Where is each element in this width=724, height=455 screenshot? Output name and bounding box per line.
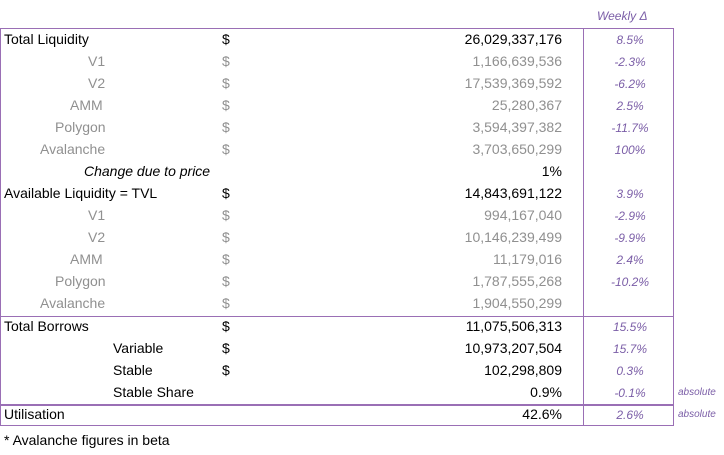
- weekly-delta: -9.9%: [614, 231, 646, 245]
- weekly-delta: 15.5%: [612, 320, 648, 334]
- row-label: V1: [88, 53, 106, 69]
- currency-symbol: $: [222, 141, 230, 157]
- row-label: Change due to price: [84, 163, 211, 179]
- table-row: V1 $1,166,639,536 -2.3%: [0, 51, 724, 73]
- row-value: 1%: [541, 163, 562, 179]
- row-value: 11,179,016: [492, 251, 562, 267]
- currency-symbol: $: [222, 229, 230, 245]
- table-row: V1 $994,167,040 -2.9%: [0, 205, 724, 227]
- row-label: V2: [88, 75, 106, 91]
- currency-symbol: $: [222, 207, 230, 223]
- row-value: 14,843,691,122: [464, 185, 562, 201]
- row-value: 1,787,555,268: [472, 273, 562, 289]
- table-row: V2 $17,539,369,592 -6.2%: [0, 73, 724, 95]
- currency-symbol: $: [222, 97, 230, 113]
- table-row: AMM $25,280,367 2.5%: [0, 95, 724, 117]
- weekly-delta: 100%: [614, 143, 646, 157]
- table-row: Change due to price 1%: [0, 161, 724, 183]
- table-row: Avalanche $3,703,650,299 100%: [0, 139, 724, 161]
- row-label: Variable: [113, 340, 164, 356]
- row-value: 3,594,397,382: [472, 119, 562, 135]
- row-value: 0.9%: [530, 384, 562, 400]
- table-row: Total Borrows $11,075,506,313 15.5%: [0, 316, 724, 338]
- delta-note: absolute: [678, 409, 716, 420]
- row-label: Polygon: [55, 119, 106, 135]
- table-row: Stable Share 0.9% -0.1% absolute: [0, 382, 724, 404]
- row-label: Polygon: [55, 273, 106, 289]
- table-row: Total Liquidity $26,029,337,176 8.5%: [0, 29, 724, 51]
- currency-symbol: $: [222, 251, 230, 267]
- weekly-delta: -6.2%: [614, 77, 646, 91]
- row-label: Available Liquidity = TVL: [4, 185, 158, 201]
- table-row: Stable $102,298,809 0.3%: [0, 360, 724, 382]
- weekly-delta: -2.3%: [614, 55, 646, 69]
- row-value: 42.6%: [522, 406, 562, 422]
- row-label: AMM: [70, 97, 103, 113]
- row-label: AMM: [70, 251, 103, 267]
- row-label: V2: [88, 229, 106, 245]
- table-row: Polygon $1,787,555,268 -10.2%: [0, 271, 724, 293]
- currency-symbol: $: [222, 318, 230, 334]
- row-label: Utilisation: [4, 406, 65, 422]
- weekly-delta: 0.3%: [616, 364, 644, 378]
- row-value: 994,167,040: [484, 207, 562, 223]
- borrows-section-box: [0, 316, 674, 406]
- row-label: V1: [88, 207, 106, 223]
- row-value: 10,973,207,504: [464, 340, 562, 356]
- weekly-delta: 15.7%: [612, 342, 648, 356]
- row-value: 1,904,550,299: [472, 295, 562, 311]
- row-label: Stable: [113, 362, 153, 378]
- currency-symbol: $: [222, 295, 230, 311]
- row-value: 26,029,337,176: [464, 31, 562, 47]
- utilisation-row-box: [0, 404, 674, 426]
- weekly-column-divider: [583, 28, 584, 426]
- weekly-delta: -10.2%: [610, 275, 650, 289]
- currency-symbol: $: [222, 362, 230, 378]
- table-row: Avalanche $1,904,550,299: [0, 293, 724, 315]
- row-label: Avalanche: [40, 141, 106, 157]
- weekly-delta: -2.9%: [614, 209, 646, 223]
- table-row: AMM $11,179,016 2.4%: [0, 249, 724, 271]
- weekly-delta: 3.9%: [616, 187, 644, 201]
- weekly-delta: -0.1%: [614, 386, 646, 400]
- weekly-delta: -11.7%: [611, 121, 649, 135]
- currency-symbol: $: [222, 75, 230, 91]
- currency-symbol: $: [222, 185, 230, 201]
- row-value: 102,298,809: [484, 362, 562, 378]
- weekly-delta: 2.6%: [616, 408, 644, 422]
- table-row: V2 $10,146,239,499 -9.9%: [0, 227, 724, 249]
- weekly-delta-header: Weekly Δ: [597, 9, 648, 23]
- table-row: Utilisation 42.6% 2.6% absolute: [0, 404, 724, 426]
- row-value: 11,075,506,313: [465, 318, 562, 334]
- currency-symbol: $: [222, 119, 230, 135]
- weekly-delta: 2.5%: [616, 99, 644, 113]
- table-row: Variable $10,973,207,504 15.7%: [0, 338, 724, 360]
- row-label: Total Liquidity: [4, 31, 89, 47]
- table-row: Polygon $3,594,397,382 -11.7%: [0, 117, 724, 139]
- delta-note: absolute: [678, 387, 716, 398]
- row-value: 10,146,239,499: [464, 229, 562, 245]
- row-value: 17,539,369,592: [464, 75, 562, 91]
- weekly-delta: 2.4%: [616, 253, 644, 267]
- currency-symbol: $: [222, 53, 230, 69]
- footnote: * Avalanche figures in beta: [4, 432, 170, 448]
- row-label: Total Borrows: [4, 318, 89, 334]
- currency-symbol: $: [222, 340, 230, 356]
- weekly-delta: 8.5%: [616, 33, 644, 47]
- row-label: Avalanche: [40, 295, 106, 311]
- table-row: Available Liquidity = TVL $14,843,691,122…: [0, 183, 724, 205]
- row-value: 1,166,639,536: [472, 53, 562, 69]
- currency-symbol: $: [222, 31, 230, 47]
- row-value: 25,280,367: [491, 97, 562, 113]
- row-label: Stable Share: [113, 384, 194, 400]
- currency-symbol: $: [222, 273, 230, 289]
- row-value: 3,703,650,299: [472, 141, 562, 157]
